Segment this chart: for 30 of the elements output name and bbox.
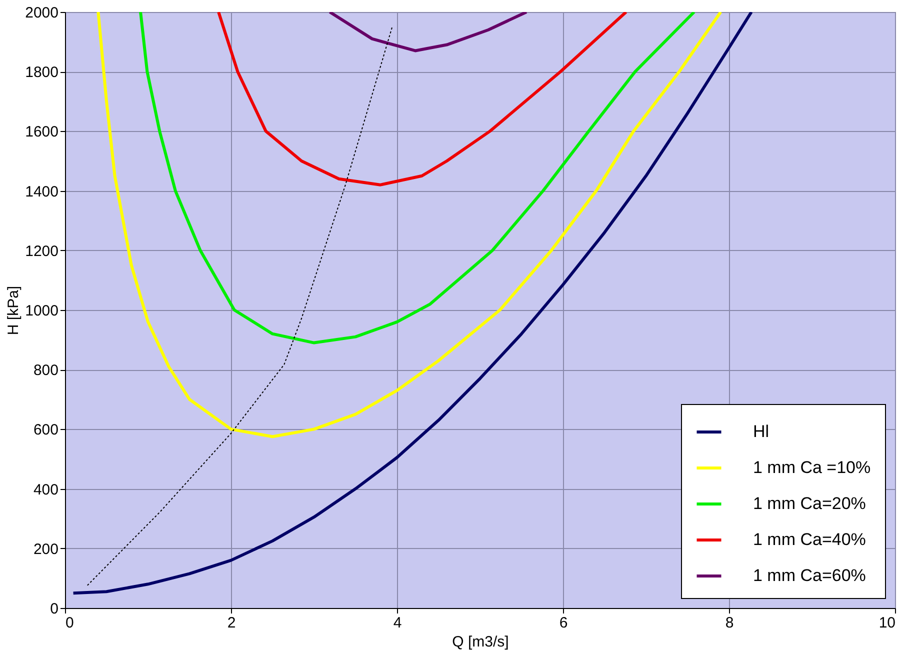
y-tick-label: 1600 [25, 124, 58, 141]
y-axis-title: H [kPa] [5, 286, 22, 336]
line-series [139, 12, 696, 344]
y-tick-label: 1800 [25, 64, 58, 82]
x-tick-label: 10 [878, 614, 896, 632]
y-tick-label: 1400 [25, 183, 58, 200]
legend-label: Hl [753, 422, 770, 441]
y-tick-label: 1200 [25, 242, 58, 260]
x-tick-label: 2 [227, 614, 236, 632]
line-series [96, 12, 722, 438]
line-series [86, 26, 393, 586]
y-tick-label: 600 [33, 422, 58, 439]
x-axis-title: Q [m3/s] [452, 634, 509, 650]
x-tick-label: 4 [393, 614, 402, 632]
line-series [72, 12, 753, 595]
legend-label: 1 mm Ca=20% [753, 494, 866, 513]
legend-label: 1 mm Ca =10% [753, 458, 871, 477]
y-tick-label: 400 [33, 481, 58, 498]
y-tick-label: 200 [33, 540, 58, 558]
x-tick-label: 0 [66, 614, 74, 632]
x-tick-label: 8 [725, 614, 734, 632]
line-series [217, 12, 628, 186]
x-tick-label: 6 [559, 614, 568, 632]
legend-label: 1 mm Ca=40% [753, 530, 866, 549]
y-tick-label: 800 [33, 362, 58, 380]
y-tick-label: 0 [50, 600, 58, 618]
line-series [328, 12, 528, 52]
y-tick-label: 2000 [25, 4, 58, 22]
legend-label: 1 mm Ca=60% [753, 566, 866, 585]
y-tick-label: 1000 [25, 302, 58, 320]
